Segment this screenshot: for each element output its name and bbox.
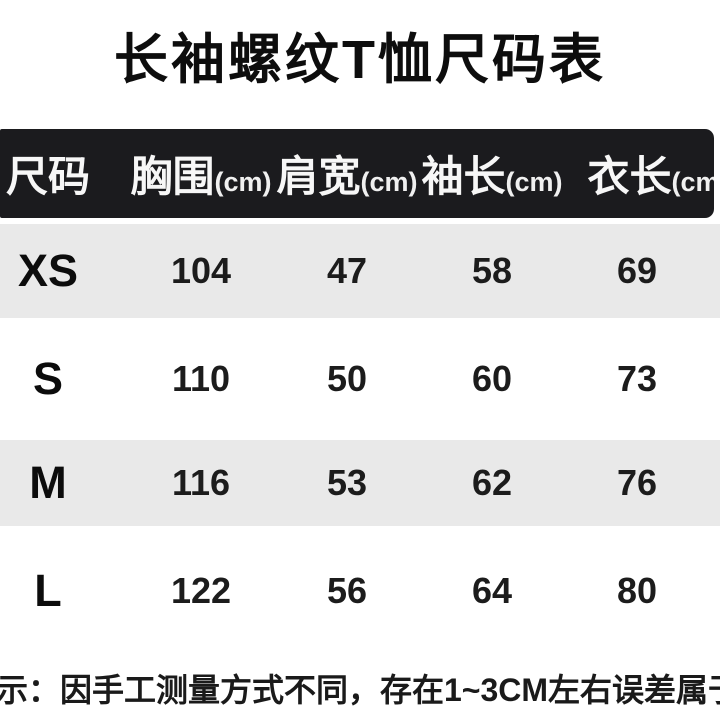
- unit-label: (cm): [505, 167, 563, 197]
- column-header-size: 尺码: [5, 153, 90, 200]
- shoulder-value: 53: [326, 462, 368, 503]
- chest-value: 110: [171, 358, 231, 399]
- chest-value: 122: [170, 569, 232, 611]
- title-area: 长袖螺纹T恤尺码表: [0, 0, 720, 129]
- sleeve-value: 64: [471, 569, 513, 611]
- shoulder-value: 47: [326, 250, 368, 291]
- length-value: 73: [616, 358, 658, 399]
- unit-label: (cm): [214, 167, 272, 197]
- table-row-xs: XS 104 47 58 69: [0, 224, 720, 318]
- measurement-note: 温馨提示：因手工测量方式不同，存在1~3CM左右误差属于正常: [0, 671, 720, 708]
- shoulder-value: 56: [326, 569, 368, 611]
- size-label: S: [32, 353, 63, 404]
- length-value: 80: [616, 569, 658, 611]
- sleeve-value: 60: [471, 358, 513, 399]
- table-row-m: M 116 53 62 76: [0, 440, 720, 526]
- chest-value: 116: [171, 462, 231, 503]
- unit-label: (cm): [671, 167, 715, 197]
- size-label: M: [29, 457, 67, 508]
- table-header-row: 尺码 胸围(cm) 肩宽(cm) 袖长(cm) 衣长(cm): [0, 129, 714, 218]
- length-value: 69: [616, 250, 658, 291]
- sleeve-value: 58: [471, 250, 513, 291]
- table-row-s: S 110 50 60 73: [0, 318, 720, 440]
- page-title: 长袖螺纹T恤尺码表: [114, 30, 606, 90]
- size-label: XS: [17, 245, 79, 296]
- header-row-gap: [0, 218, 720, 224]
- size-label: L: [34, 564, 62, 616]
- shoulder-value: 50: [326, 358, 368, 399]
- column-header-chest: 胸围 (cm): [130, 153, 272, 200]
- unit-label: (cm): [360, 167, 418, 197]
- table-row-l: L 122 56 64 80: [0, 526, 720, 655]
- chest-value: 104: [170, 250, 232, 291]
- column-header-length: 衣长(cm): [587, 129, 715, 218]
- column-header-shoulder: 肩宽 (cm): [276, 153, 418, 200]
- note-area: 温馨提示：因手工测量方式不同，存在1~3CM左右误差属于正常: [0, 655, 720, 720]
- sleeve-value: 62: [471, 462, 513, 503]
- column-header-sleeve: 袖长 (cm): [421, 153, 563, 200]
- length-value: 76: [616, 462, 658, 503]
